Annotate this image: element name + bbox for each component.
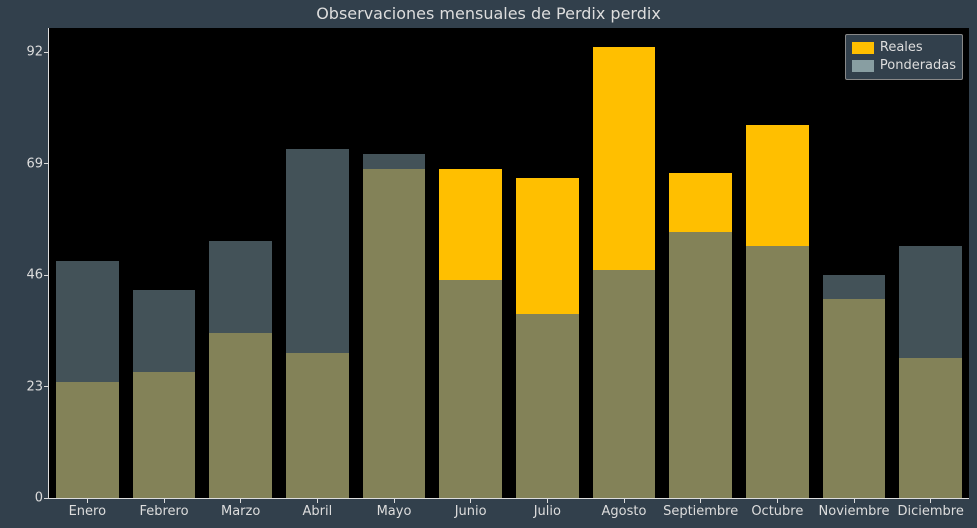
legend: RealesPonderadas [845, 34, 963, 80]
ytick-label: 23 [26, 379, 49, 394]
xtick-label: Marzo [221, 498, 260, 519]
legend-label: Reales [880, 39, 923, 57]
xtick-label: Septiembre [663, 498, 738, 519]
bar-ponderadas [439, 280, 502, 498]
xtick-label: Agosto [602, 498, 647, 519]
xtick-label: Enero [69, 498, 106, 519]
xtick-label: Abril [302, 498, 332, 519]
xtick-label: Julio [534, 498, 561, 519]
legend-swatch [852, 42, 874, 54]
bar-ponderadas [593, 270, 656, 498]
bar-ponderadas [56, 261, 119, 498]
legend-row: Reales [852, 39, 956, 57]
legend-label: Ponderadas [880, 57, 956, 75]
bar-ponderadas [363, 154, 426, 498]
xtick-label: Mayo [377, 498, 412, 519]
xtick-label: Junio [455, 498, 487, 519]
xtick-label: Febrero [139, 498, 188, 519]
bar-ponderadas [823, 275, 886, 498]
legend-row: Ponderadas [852, 57, 956, 75]
ytick-label: 0 [35, 491, 49, 506]
chart-title: Observaciones mensuales de Perdix perdix [0, 4, 977, 23]
bar-ponderadas [746, 246, 809, 498]
bar-ponderadas [899, 246, 962, 498]
legend-swatch [852, 60, 874, 72]
ytick-label: 69 [26, 156, 49, 171]
bar-ponderadas [669, 232, 732, 498]
bar-ponderadas [209, 241, 272, 498]
bar-ponderadas [516, 314, 579, 498]
ytick-label: 92 [26, 45, 49, 60]
bar-ponderadas [286, 149, 349, 498]
figure: Observaciones mensuales de Perdix perdix… [0, 0, 977, 528]
plot-area: RealesPonderadas 023466992EneroFebreroMa… [48, 28, 969, 499]
ytick-label: 46 [26, 268, 49, 283]
bar-ponderadas [133, 290, 196, 498]
xtick-label: Diciembre [897, 498, 963, 519]
xtick-label: Noviembre [819, 498, 890, 519]
xtick-label: Octubre [751, 498, 803, 519]
